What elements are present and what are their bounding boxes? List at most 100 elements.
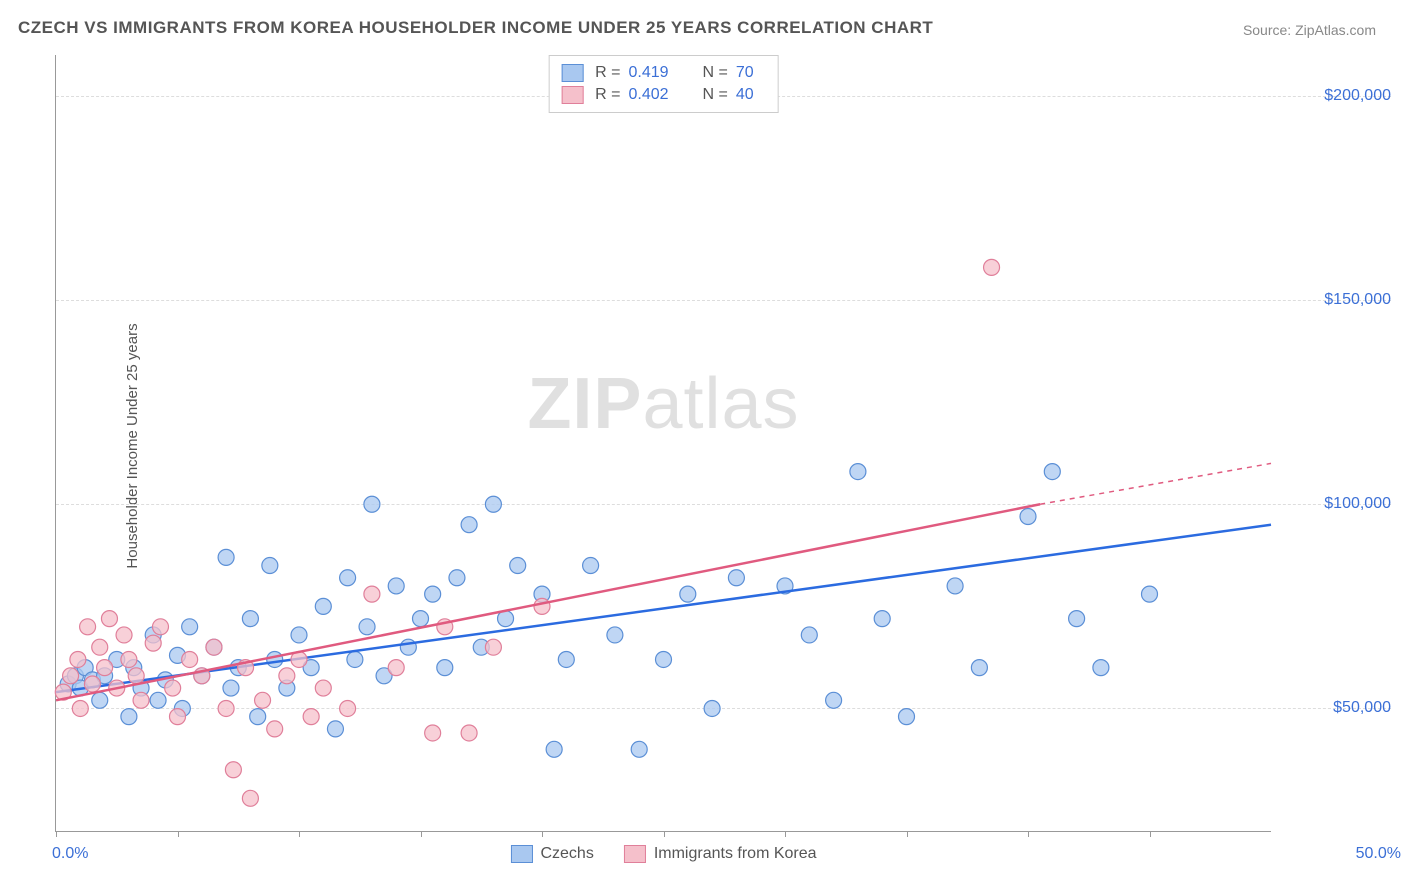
data-point [262,558,278,574]
swatch-korea [561,86,583,104]
data-point [152,619,168,635]
data-point [826,692,842,708]
data-point [546,741,562,757]
x-axis-end-label: 50.0% [1356,845,1401,863]
data-point [267,651,283,667]
x-tick [907,831,908,837]
data-point [558,651,574,667]
data-point [485,496,501,512]
data-point [101,611,117,627]
data-point [133,692,149,708]
y-tick-label: $50,000 [1281,699,1391,717]
data-point [303,709,319,725]
data-point [121,709,137,725]
data-point [206,639,222,655]
data-point [63,668,79,684]
data-point [182,651,198,667]
data-point [461,517,477,533]
data-point [413,611,429,627]
data-point [92,692,108,708]
data-point [899,709,915,725]
legend-item-korea: Immigrants from Korea [624,845,817,863]
data-point [279,668,295,684]
y-tick-label: $100,000 [1281,495,1391,513]
data-point [225,762,241,778]
legend-label-czechs: Czechs [540,845,593,863]
data-point [583,558,599,574]
data-point [801,627,817,643]
data-point [242,611,258,627]
data-point [510,558,526,574]
r-value-korea: 0.402 [629,86,685,104]
data-point [1069,611,1085,627]
data-point [291,627,307,643]
x-tick [664,831,665,837]
data-point [218,549,234,565]
x-tick [178,831,179,837]
data-point [340,700,356,716]
data-point [1093,660,1109,676]
data-point [364,586,380,602]
x-tick [421,831,422,837]
data-point [97,660,113,676]
data-point [72,700,88,716]
data-point [728,570,744,586]
swatch-korea-bottom [624,845,646,863]
data-point [170,709,186,725]
legend-label-korea: Immigrants from Korea [654,845,817,863]
data-point [449,570,465,586]
data-point [485,639,501,655]
x-tick [1028,831,1029,837]
chart-plot-area: ZIPatlas R = 0.419 N = 70 R = 0.402 N = … [55,55,1271,832]
data-point [70,651,86,667]
data-point [1142,586,1158,602]
data-point [92,639,108,655]
data-point [145,635,161,651]
data-point [116,627,132,643]
data-point [656,651,672,667]
data-point [121,651,137,667]
data-point [182,619,198,635]
data-point [80,619,96,635]
data-point [128,668,144,684]
x-tick [542,831,543,837]
data-point [461,725,477,741]
data-point [218,700,234,716]
data-point [680,586,696,602]
data-point [84,676,100,692]
data-point [388,578,404,594]
n-label: N = [703,64,728,82]
chart-title: CZECH VS IMMIGRANTS FROM KOREA HOUSEHOLD… [18,18,933,38]
r-value-czechs: 0.419 [629,64,685,82]
data-point [255,692,271,708]
n-value-korea: 40 [736,86,766,104]
data-point [874,611,890,627]
x-tick [299,831,300,837]
swatch-czechs-bottom [510,845,532,863]
y-tick-label: $150,000 [1281,291,1391,309]
data-point [359,619,375,635]
data-point [704,700,720,716]
legend-row-korea: R = 0.402 N = 40 [561,84,766,106]
x-axis-start-label: 0.0% [52,845,88,863]
data-point [315,680,331,696]
x-tick [785,831,786,837]
data-point [607,627,623,643]
data-point [971,660,987,676]
data-point [631,741,647,757]
correlation-legend: R = 0.419 N = 70 R = 0.402 N = 40 [548,55,779,113]
data-point [437,660,453,676]
swatch-czechs [561,64,583,82]
source-attribution: Source: ZipAtlas.com [1243,22,1376,38]
data-point [165,680,181,696]
data-point [242,790,258,806]
data-point [984,259,1000,275]
trend-line-extrapolated [1040,463,1271,504]
data-point [315,598,331,614]
data-point [267,721,283,737]
r-label: R = [595,64,620,82]
data-point [340,570,356,586]
r-label: R = [595,86,620,104]
legend-item-czechs: Czechs [510,845,593,863]
data-point [947,578,963,594]
